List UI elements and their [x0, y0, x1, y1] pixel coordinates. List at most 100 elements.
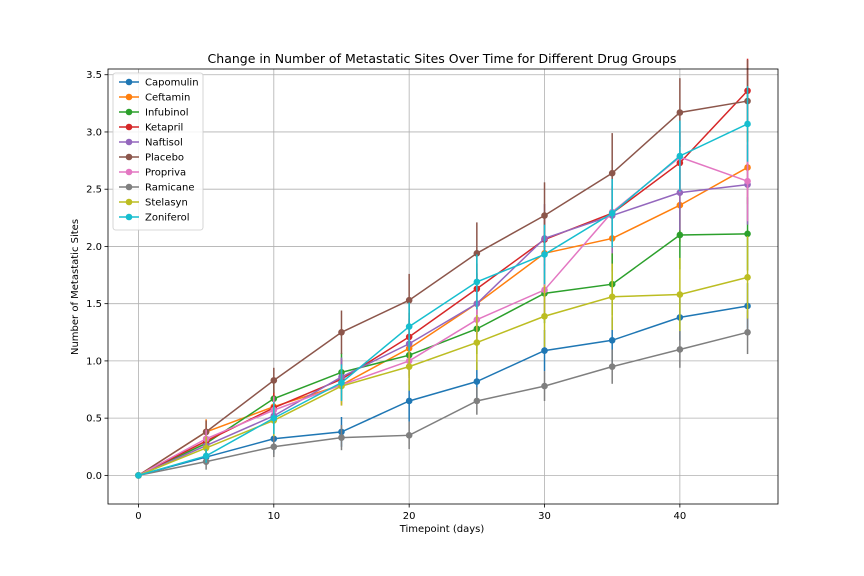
data-point — [405, 363, 413, 370]
series-line — [138, 233, 748, 477]
data-point — [541, 347, 548, 354]
legend-label: Ramicane — [145, 183, 195, 194]
legend-label: Propriva — [145, 168, 186, 179]
data-point — [270, 443, 278, 451]
series-zoniferol — [135, 86, 751, 479]
legend-marker — [125, 198, 133, 206]
data-point — [338, 328, 345, 336]
legend-label: Placebo — [145, 153, 184, 164]
data-point — [473, 278, 481, 286]
data-point — [473, 339, 481, 346]
data-point — [608, 363, 616, 370]
data-point — [202, 444, 210, 452]
data-point — [473, 397, 481, 405]
legend-marker — [125, 123, 133, 131]
legend-item: Infubinol — [119, 108, 189, 119]
x-axis-label: Timepoint (days) — [399, 524, 485, 535]
data-point — [541, 251, 548, 258]
data-point — [473, 378, 481, 385]
x-tick-label: 40 — [674, 511, 687, 522]
legend-item: Zoniferol — [119, 213, 190, 224]
data-point — [676, 291, 684, 298]
legend-marker — [125, 168, 133, 176]
series-line — [138, 123, 748, 477]
data-point — [608, 169, 616, 177]
x-axis-ticks: 0 10 20 30 40 — [135, 504, 686, 522]
data-point — [270, 414, 278, 422]
y-tick-label: 0.0 — [86, 471, 102, 482]
data-point — [202, 452, 210, 460]
x-tick-label: 20 — [403, 511, 416, 522]
y-tick-label: 3.5 — [86, 70, 102, 81]
y-axis-ticks: 0.0 0.5 1.0 1.5 2.0 2.5 3.0 3.5 — [86, 70, 108, 482]
legend-marker — [125, 183, 133, 191]
x-tick-label: 30 — [538, 511, 551, 522]
chart-title: Change in Number of Metastatic Sites Ove… — [208, 51, 677, 66]
y-tick-label: 1.5 — [86, 299, 102, 310]
series-layer — [135, 58, 751, 479]
series-line — [138, 331, 748, 477]
data-point — [405, 432, 413, 439]
data-point — [338, 434, 345, 441]
y-axis-label: Number of Metastatic Sites — [70, 219, 81, 355]
data-point — [405, 296, 413, 304]
legend-item: Placebo — [119, 153, 184, 164]
data-point — [676, 152, 684, 160]
data-point — [473, 250, 481, 257]
legend-label: Ceftamin — [145, 93, 190, 104]
axes-background — [108, 69, 778, 504]
legend-marker — [125, 153, 133, 161]
legend-item: Stelasyn — [119, 198, 188, 209]
legend-label: Ketapril — [145, 123, 183, 134]
data-point — [676, 109, 684, 116]
y-tick-label: 2.5 — [86, 185, 102, 196]
data-point — [608, 293, 616, 301]
legend-marker — [125, 78, 133, 86]
legend-label: Stelasyn — [145, 198, 188, 209]
data-point — [608, 337, 616, 344]
legend-label: Infubinol — [145, 108, 189, 119]
y-tick-label: 1.0 — [86, 356, 102, 367]
legend-label: Zoniferol — [145, 213, 190, 224]
data-point — [744, 230, 751, 238]
legend-marker — [125, 93, 133, 101]
data-point — [405, 397, 413, 405]
y-tick-label: 0.5 — [86, 414, 102, 425]
legend: Capomulin Ceftamin Infubinol Ketapril Naftis… — [112, 72, 204, 231]
data-point — [270, 377, 278, 384]
series-line — [138, 276, 748, 477]
data-point — [676, 346, 684, 353]
legend-item: Naftisol — [119, 138, 183, 149]
legend-marker — [125, 138, 133, 146]
data-point — [744, 177, 751, 185]
axes-frame — [107, 68, 779, 505]
legend-item: Ketapril — [119, 123, 183, 134]
data-point — [744, 328, 751, 336]
legend-marker — [125, 213, 133, 221]
data-point — [405, 323, 413, 330]
data-point — [744, 120, 751, 128]
plot-area: 0 10 20 30 40 0.0 0.5 1.0 1.5 2.0 2.5 3.0 3.5 — [86, 58, 779, 522]
data-point — [338, 379, 345, 386]
x-tick-label: 0 — [135, 511, 141, 522]
x-tick-label: 10 — [267, 511, 280, 522]
legend-label: Capomulin — [145, 78, 199, 89]
series-line — [138, 100, 748, 477]
data-point — [744, 274, 751, 281]
data-point — [676, 231, 684, 239]
y-tick-label: 3.0 — [86, 127, 102, 138]
legend-item: Ceftamin — [119, 93, 190, 104]
legend-item: Ramicane — [119, 183, 195, 194]
series-line — [138, 166, 748, 477]
data-point — [608, 209, 616, 217]
legend-marker — [125, 108, 133, 116]
y-tick-label: 2.0 — [86, 242, 102, 253]
series-line — [138, 183, 748, 477]
data-point — [541, 212, 548, 219]
legend-item: Capomulin — [119, 78, 199, 89]
data-point — [541, 382, 548, 390]
legend-item: Propriva — [119, 168, 186, 179]
data-point — [541, 312, 548, 320]
legend-label: Naftisol — [145, 138, 183, 149]
